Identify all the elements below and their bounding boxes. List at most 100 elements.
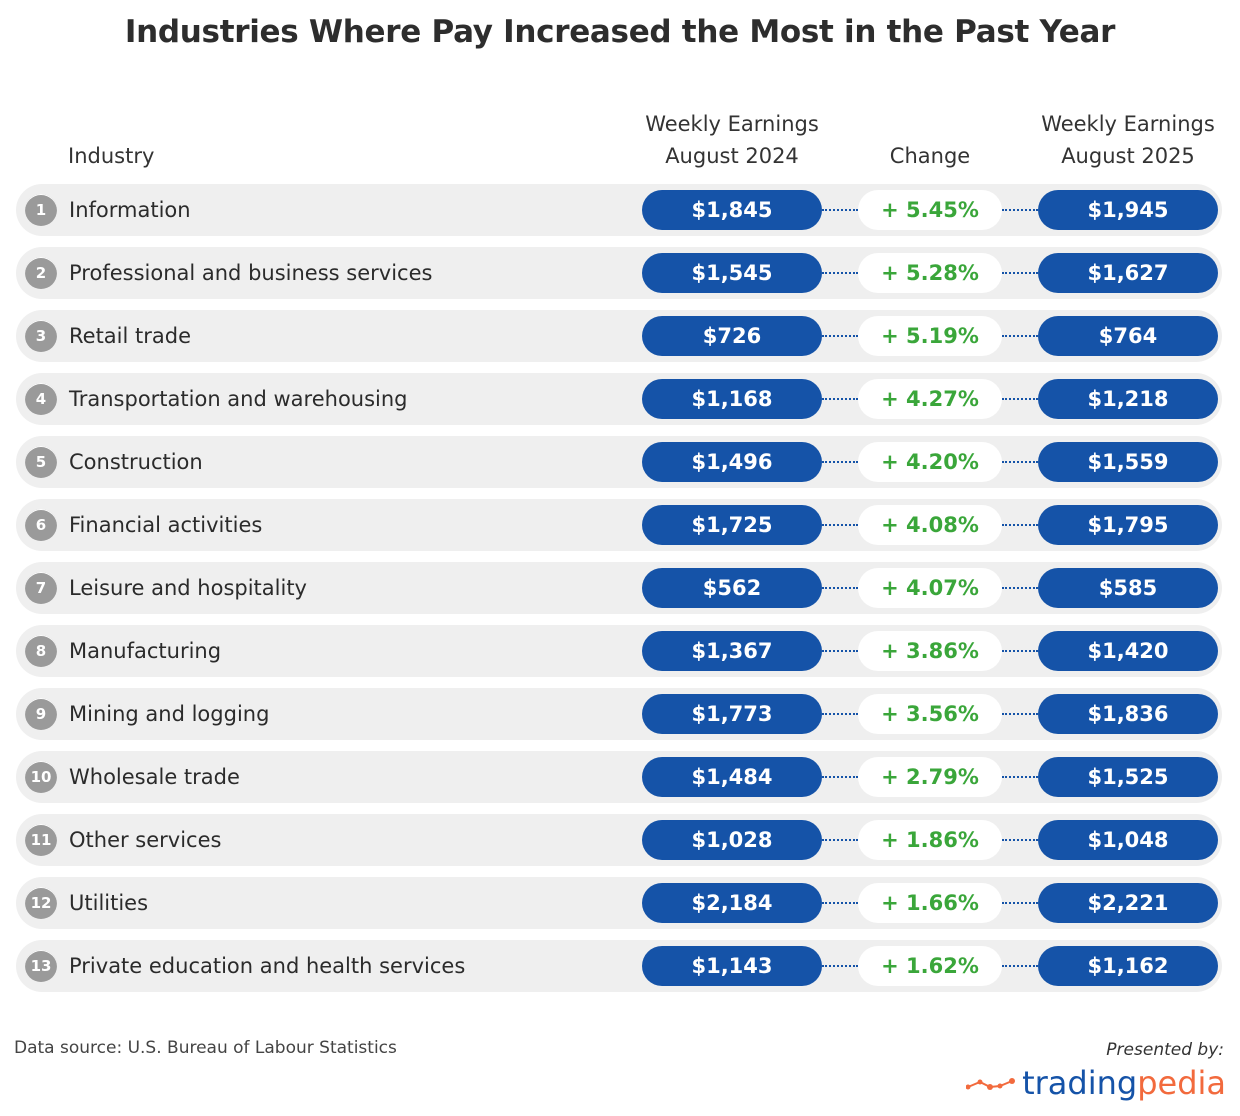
change-value: + 3.86%	[858, 631, 1002, 671]
earnings-2025: $1,525	[1038, 757, 1218, 797]
change-value: + 4.20%	[858, 442, 1002, 482]
connector-dots	[822, 587, 858, 589]
table-row: 4 Transportation and warehousing $1,168 …	[16, 373, 1222, 425]
industry-name: Information	[69, 198, 191, 222]
table-row: 12 Utilities $2,184 + 1.66% $2,221	[16, 877, 1222, 929]
connector-dots	[822, 776, 858, 778]
tradingpedia-logo: trading pedia	[966, 1064, 1226, 1102]
connector-dots	[822, 902, 858, 904]
change-value: + 1.66%	[858, 883, 1002, 923]
change-value: + 5.45%	[858, 190, 1002, 230]
table-row: 9 Mining and logging $1,773 + 3.56% $1,8…	[16, 688, 1222, 740]
rank-badge: 5	[25, 446, 57, 478]
industry-name: Financial activities	[69, 513, 263, 537]
earnings-2024: $562	[642, 568, 822, 608]
change-value: + 1.86%	[858, 820, 1002, 860]
industry-name: Private education and health services	[69, 954, 466, 978]
header-change: Change	[889, 144, 971, 168]
rank-badge: 3	[25, 320, 57, 352]
rank-badge: 6	[25, 509, 57, 541]
industry-name: Mining and logging	[69, 702, 270, 726]
header-industry: Industry	[68, 144, 155, 168]
earnings-2025: $1,836	[1038, 694, 1218, 734]
rank-badge: 7	[25, 572, 57, 604]
rank-badge: 8	[25, 635, 57, 667]
earnings-2025: $1,559	[1038, 442, 1218, 482]
rank-badge: 4	[25, 383, 57, 415]
connector-dots	[1002, 902, 1038, 904]
logo-text-pedia: pedia	[1137, 1064, 1226, 1102]
earnings-2024: $1,028	[642, 820, 822, 860]
connector-dots	[1002, 839, 1038, 841]
rank-badge: 9	[25, 698, 57, 730]
industry-name: Construction	[69, 450, 203, 474]
industry-name: Transportation and warehousing	[69, 387, 408, 411]
earnings-2024: $1,545	[642, 253, 822, 293]
change-value: + 4.27%	[858, 379, 1002, 419]
connector-dots	[1002, 461, 1038, 463]
header-aug2024: Weekly Earnings August 2024	[622, 108, 842, 172]
connector-dots	[1002, 524, 1038, 526]
connector-dots	[1002, 650, 1038, 652]
connector-dots	[1002, 965, 1038, 967]
data-source: Data source: U.S. Bureau of Labour Stati…	[14, 1038, 397, 1058]
industry-name: Other services	[69, 828, 222, 852]
connector-dots	[822, 398, 858, 400]
change-value: + 3.56%	[858, 694, 1002, 734]
connector-dots	[1002, 209, 1038, 211]
table-row: 3 Retail trade $726 + 5.19% $764	[16, 310, 1222, 362]
connector-dots	[822, 713, 858, 715]
connector-dots	[1002, 587, 1038, 589]
change-value: + 1.62%	[858, 946, 1002, 986]
earnings-2024: $726	[642, 316, 822, 356]
presented-by: Presented by:	[1106, 1040, 1224, 1060]
earnings-2024: $1,168	[642, 379, 822, 419]
earnings-2025: $764	[1038, 316, 1218, 356]
earnings-2025: $585	[1038, 568, 1218, 608]
earnings-2025: $2,221	[1038, 883, 1218, 923]
rank-badge: 10	[25, 761, 57, 793]
earnings-2024: $1,367	[642, 631, 822, 671]
table-row: 2 Professional and business services $1,…	[16, 247, 1222, 299]
table-row: 10 Wholesale trade $1,484 + 2.79% $1,525	[16, 751, 1222, 803]
earnings-2025: $1,795	[1038, 505, 1218, 545]
chart-title: Industries Where Pay Increased the Most …	[124, 14, 1116, 50]
header-aug2024-line1: Weekly Earnings	[645, 112, 819, 136]
header-aug2025: Weekly Earnings August 2025	[1018, 108, 1238, 172]
earnings-2024: $2,184	[642, 883, 822, 923]
header-aug2025-line2: August 2025	[1061, 144, 1195, 168]
rank-badge: 12	[25, 887, 57, 919]
connector-dots	[822, 272, 858, 274]
industry-name: Wholesale trade	[69, 765, 240, 789]
earnings-2024: $1,725	[642, 505, 822, 545]
logo-line-icon	[966, 1078, 1016, 1090]
industry-name: Utilities	[69, 891, 149, 915]
rank-badge: 13	[25, 950, 57, 982]
change-value: + 4.07%	[858, 568, 1002, 608]
rank-badge: 1	[25, 194, 57, 226]
table-row: 13 Private education and health services…	[16, 940, 1222, 992]
industry-name: Manufacturing	[69, 639, 222, 663]
connector-dots	[1002, 272, 1038, 274]
connector-dots	[1002, 398, 1038, 400]
earnings-2024: $1,773	[642, 694, 822, 734]
header-aug2025-line1: Weekly Earnings	[1041, 112, 1215, 136]
table-row: 6 Financial activities $1,725 + 4.08% $1…	[16, 499, 1222, 551]
table-row: 11 Other services $1,028 + 1.86% $1,048	[16, 814, 1222, 866]
industry-name: Retail trade	[69, 324, 192, 348]
earnings-2025: $1,162	[1038, 946, 1218, 986]
change-value: + 2.79%	[858, 757, 1002, 797]
connector-dots	[1002, 335, 1038, 337]
connector-dots	[822, 461, 858, 463]
logo-text-trading: trading	[1022, 1064, 1138, 1102]
change-value: + 4.08%	[858, 505, 1002, 545]
earnings-2025: $1,218	[1038, 379, 1218, 419]
connector-dots	[822, 209, 858, 211]
earnings-2025: $1,627	[1038, 253, 1218, 293]
rank-badge: 11	[25, 824, 57, 856]
earnings-2025: $1,945	[1038, 190, 1218, 230]
connector-dots	[822, 839, 858, 841]
connector-dots	[1002, 776, 1038, 778]
change-value: + 5.19%	[858, 316, 1002, 356]
table-row: 5 Construction $1,496 + 4.20% $1,559	[16, 436, 1222, 488]
